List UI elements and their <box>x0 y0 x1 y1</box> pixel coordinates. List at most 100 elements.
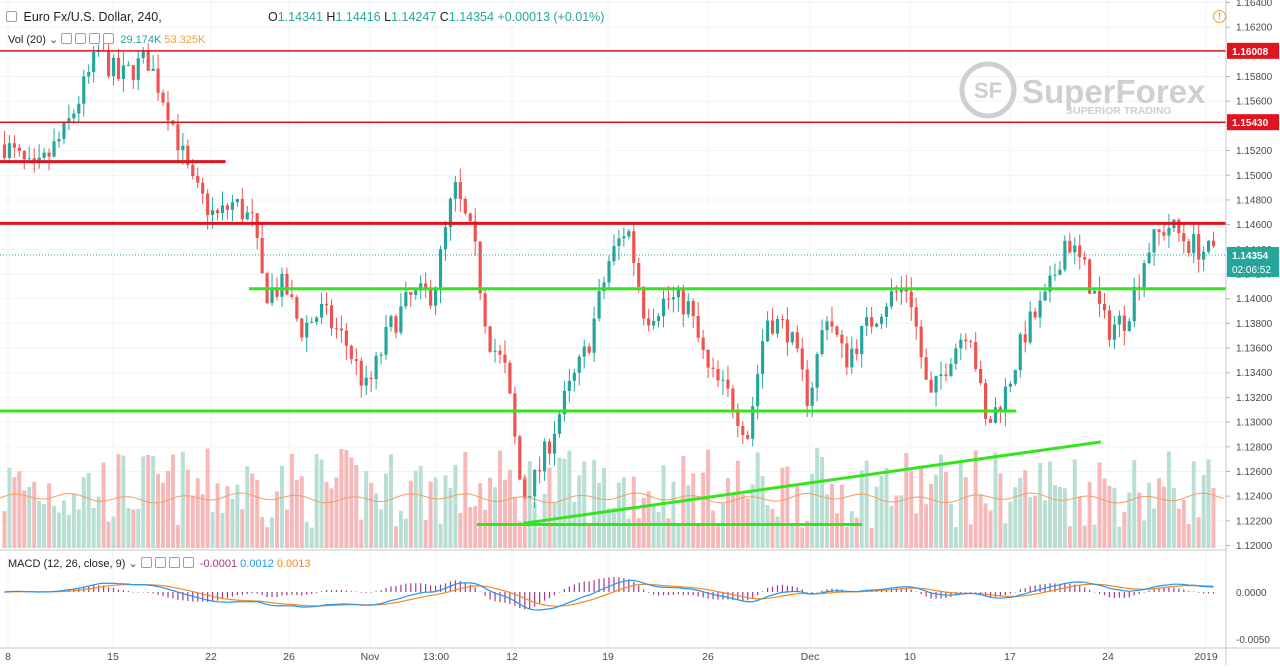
volume-bar <box>2 511 7 548</box>
volume-bar <box>27 486 32 548</box>
candle-body <box>671 297 676 300</box>
macd-hist-bar <box>127 590 129 592</box>
volume-bar <box>1122 511 1127 548</box>
macd-hist-bar <box>385 588 387 592</box>
candle-body <box>795 332 799 349</box>
chevron-down-icon[interactable]: ⌄ <box>128 558 138 570</box>
x-tick-label: 15 <box>107 651 119 663</box>
volume-bar <box>22 490 27 548</box>
settings-icon[interactable] <box>154 557 166 568</box>
volume-label[interactable]: Vol (20) <box>8 34 46 46</box>
candle-body <box>82 76 86 104</box>
chevron-down-icon[interactable]: ⌄ <box>48 34 59 46</box>
candle-body <box>270 287 274 304</box>
candle-body <box>359 360 363 386</box>
candle-body <box>528 496 532 498</box>
volume-bar <box>597 483 602 548</box>
macd-label[interactable]: MACD (12, 26, close, 9) <box>8 558 126 570</box>
volume-bar <box>488 477 493 548</box>
macd-hist-bar <box>811 592 813 594</box>
candle-body <box>463 198 467 214</box>
macd-hist-bar <box>202 592 204 602</box>
eye-icon[interactable] <box>140 557 152 568</box>
candle-body <box>255 213 259 238</box>
candle-body <box>339 328 344 331</box>
macd-hist-bar <box>999 592 1002 597</box>
collapse-icon[interactable] <box>6 11 17 22</box>
macd-hist-bar <box>831 588 833 592</box>
volume-bar <box>156 473 161 548</box>
macd-hist-bar <box>762 591 764 592</box>
candle-body <box>166 102 170 121</box>
volume-bar <box>557 457 562 548</box>
macd-hist-bar <box>588 581 590 592</box>
volume-bar <box>1132 460 1137 548</box>
volume-bar <box>220 513 225 548</box>
volume-bar <box>413 470 418 548</box>
plus-icon[interactable] <box>168 557 180 568</box>
close-value: 1.14354 <box>448 10 494 24</box>
macd-hist-bar <box>692 592 694 596</box>
macd-hist-bar <box>1128 592 1130 598</box>
close-icon[interactable] <box>103 33 115 44</box>
eye-icon[interactable] <box>61 33 73 44</box>
macd-hist-bar <box>940 592 942 599</box>
macd-hist-bar <box>638 585 640 592</box>
volume-bar <box>1147 482 1152 548</box>
candle-body <box>384 327 388 355</box>
candle-body <box>141 50 145 59</box>
volume-bar <box>948 503 953 548</box>
macd-hist-bar <box>534 592 536 607</box>
volume-bar <box>190 495 195 548</box>
plus-icon[interactable] <box>89 33 101 44</box>
candle-body <box>984 383 988 419</box>
volume-bar <box>76 509 81 548</box>
candle-body <box>865 317 869 326</box>
close-icon[interactable] <box>182 557 194 568</box>
volume-bar <box>146 454 151 548</box>
volume-bar <box>929 483 934 548</box>
macd-hist-bar <box>1004 592 1007 595</box>
ohlc-values: O1.14341 H1.14416 L1.14247 C1.14354 +0.0… <box>268 10 605 24</box>
volume-bar <box>284 509 289 548</box>
macd-hist-bar <box>350 591 352 592</box>
volume-bar <box>646 491 651 548</box>
volume-bar <box>686 485 691 548</box>
macd-hist-bar <box>821 590 823 592</box>
candle-body <box>131 65 135 80</box>
candle-body <box>196 175 200 183</box>
candle-body <box>404 292 408 307</box>
candle-body <box>736 411 740 426</box>
macd-hist-bar <box>251 592 253 594</box>
macd-hist-bar <box>994 592 997 597</box>
candle-body <box>1058 269 1062 275</box>
candle-body <box>800 348 804 370</box>
volume-bar <box>1102 478 1107 548</box>
macd-hist-bar <box>1188 591 1190 592</box>
macd-hist-bar <box>643 589 645 592</box>
macd-hist-bar <box>553 592 556 596</box>
volume-bar <box>616 482 621 548</box>
candle-body <box>929 379 933 393</box>
macd-hist-bar <box>355 591 357 593</box>
macd-hist-bar <box>1148 590 1150 592</box>
candle-body <box>691 301 695 317</box>
candle-body <box>473 221 477 242</box>
macd-hist-bar <box>370 592 372 593</box>
macd-hist-bar <box>722 592 724 600</box>
macd-hist-bar <box>1183 589 1185 592</box>
price-label-bg <box>1227 114 1279 131</box>
volume-bar <box>493 487 498 548</box>
volume-bar <box>879 475 884 548</box>
volume-ma-line <box>0 492 1225 504</box>
watermark-logo-text: SF <box>974 78 1002 103</box>
candle-body <box>1093 290 1097 294</box>
candle-body <box>810 387 814 406</box>
volume-bar <box>52 506 57 548</box>
settings-icon[interactable] <box>75 33 87 44</box>
candle-body <box>533 469 537 497</box>
volume-bar <box>939 454 943 548</box>
alert-icon[interactable]: ! <box>1213 10 1226 23</box>
macd-hist-bar <box>1123 592 1125 599</box>
